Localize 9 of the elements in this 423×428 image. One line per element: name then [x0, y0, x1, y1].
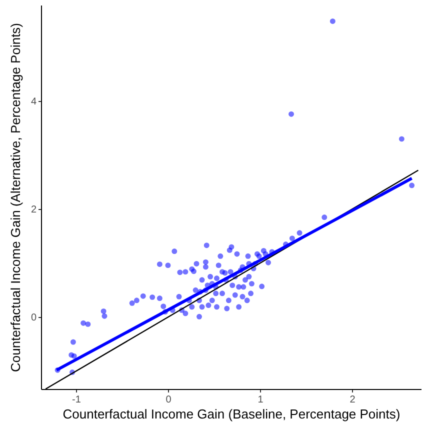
x-tick-label: 0	[166, 394, 172, 406]
y-tick-label: 2	[30, 204, 37, 216]
y-tick-label: 4	[30, 96, 37, 108]
y-tick-label: 0	[30, 312, 37, 324]
x-axis-title: Counterfactual Income Gain (Baseline, Percentage Points)	[62, 406, 400, 422]
x-tick-label: 2	[350, 394, 356, 406]
y-axis-title: Counterfactual Income Gain (Alternative, Percentage Points)	[8, 22, 23, 372]
x-tick-label: 1	[258, 394, 264, 406]
x-tick-label: -1	[72, 394, 82, 406]
